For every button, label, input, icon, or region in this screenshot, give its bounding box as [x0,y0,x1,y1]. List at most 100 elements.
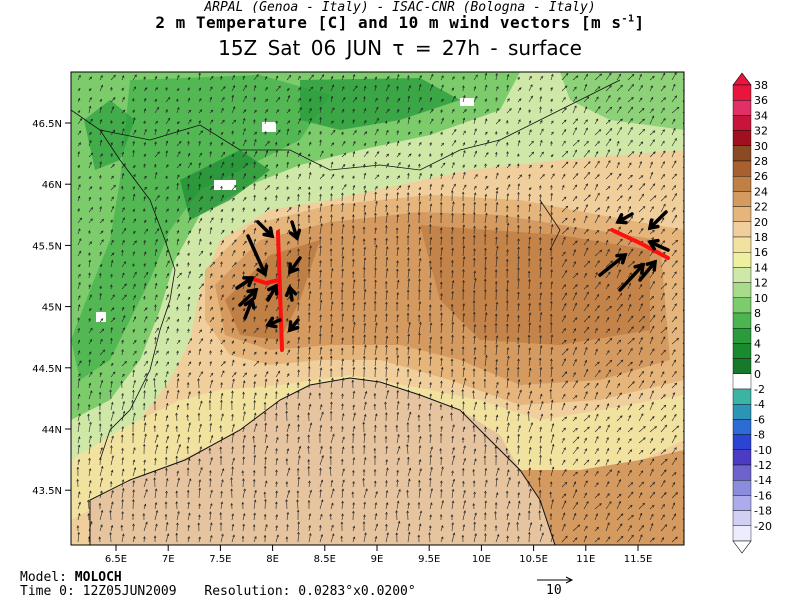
wind-vector-head [631,97,634,100]
wind-vector-head [341,131,344,135]
wind-vector-head [88,88,92,91]
wind-vector [451,162,455,169]
wind-vector [627,449,632,455]
wind-vector-head [629,469,632,473]
wind-vector-head [549,491,553,495]
wind-vector-head [672,392,675,395]
wind-vector [605,350,610,356]
wind-vector [209,522,212,532]
wind-vector-head [122,96,125,100]
wind-vector-head [102,349,106,353]
wind-vector-head [329,258,333,261]
wind-vector-head [109,509,112,513]
wind-vector-head [517,314,520,318]
wind-vector [473,108,476,114]
wind-vector [143,108,146,114]
wind-vector-head [539,393,543,397]
wind-vector [561,251,566,257]
wind-vector [396,336,398,345]
wind-vector [154,458,156,466]
wind-vector-head [429,402,433,406]
wind-vector [352,359,354,367]
wind-vector [407,468,411,477]
wind-vector [451,280,454,290]
wind-vector [187,502,190,510]
wind-vector-head [527,216,531,219]
wind-vector [231,433,234,444]
wind-vector-head [254,351,257,355]
header-credit: ARPAL (Genoa - Italy) - ISAC-CNR (Bologn… [204,0,596,15]
wind-vector-head [562,402,566,406]
wind-vector-head [463,500,467,503]
wind-vector [385,326,388,334]
wind-vector-head [121,151,125,155]
wind-vector-head [631,83,635,87]
wind-vector [528,447,531,455]
wind-vector [440,162,446,169]
wind-vector [517,238,520,246]
wind-vector-head [320,513,323,517]
wind-vector [198,250,204,257]
wind-vector-head [563,303,567,306]
wind-vector [572,380,578,389]
wind-vector-head [243,411,246,414]
wind-vector-head [406,303,410,307]
wind-vector [671,526,676,532]
wind-vector-head [232,106,236,110]
wind-vector-head [597,459,600,463]
wind-vector [220,479,224,488]
wind-vector-head [551,443,555,447]
wind-vector [682,396,684,400]
wind-vector-head [111,307,115,310]
wind-vector-head [331,488,335,492]
wind-vector-head [629,403,632,407]
wind-vector-head [429,203,433,207]
wind-vector-head [286,433,289,437]
wind-vector [627,403,632,411]
wind-vector-head [607,149,610,153]
wind-vector-head [484,118,488,122]
wind-vector-head [475,174,478,177]
wind-vector-head [330,391,333,395]
wind-vector-head [398,488,401,492]
wind-vector-head [221,318,224,322]
colorbar-segment [732,99,752,116]
wind-vector [385,246,388,257]
wind-vector [396,140,399,147]
wind-vector-head [509,108,512,111]
wind-vector-head [122,410,126,414]
wind-vector-head [253,499,257,503]
wind-vector [605,338,613,345]
wind-vector [671,414,677,422]
wind-vector [649,151,656,158]
wind-vector-head [439,335,443,339]
wind-vector-head [264,422,268,426]
wind-vector [561,151,568,158]
wind-vector [110,307,115,312]
wind-vector-head [286,196,290,200]
wind-vector-head [562,393,566,397]
wind-vector-head [517,433,520,437]
wind-vector [561,482,568,488]
wind-vector [572,96,577,103]
wind-vector [396,390,399,400]
wind-vector [176,183,179,191]
wind-vector-head [265,445,269,449]
wind-vector [308,142,312,147]
time-info: Time 0: 12Z05JUN2009 Resolution: 0.0283°… [20,584,416,599]
wind-vector [407,173,409,180]
wind-vector-head [585,73,588,77]
wind-vector-head [186,489,190,493]
wind-vector-head [494,322,498,326]
wind-vector-head [664,458,668,462]
wind-vector-head [374,212,377,216]
wind-vector [583,369,589,378]
wind-vector-head [329,445,333,449]
wind-vector [627,525,632,532]
wind-vector-head [586,238,589,242]
wind-vector-head [429,356,433,359]
wind-vector [660,360,664,367]
wind-vector-head [364,76,367,80]
wind-vector [154,283,157,290]
